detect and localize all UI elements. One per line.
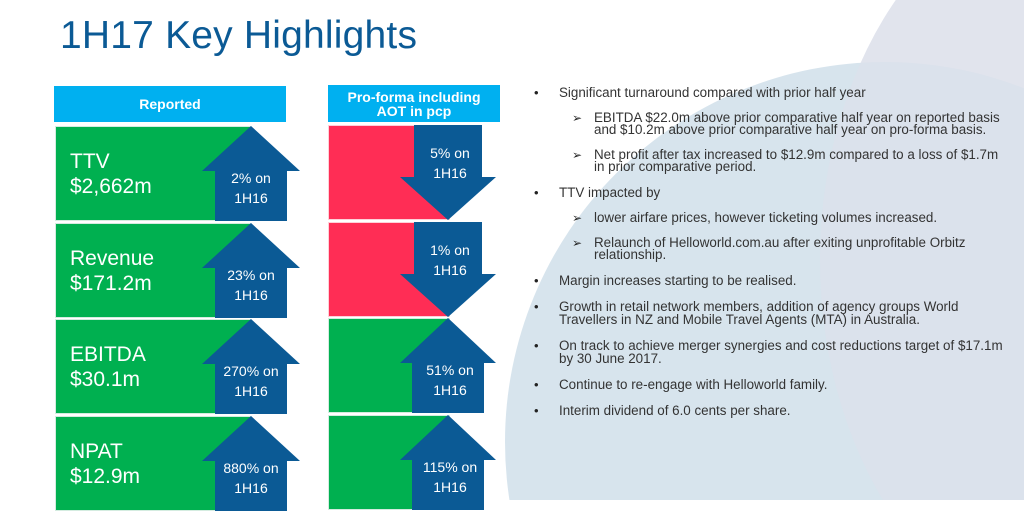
up-arrow-icon bbox=[202, 223, 300, 318]
change-text: 5% on 1H16 bbox=[402, 143, 498, 183]
bullet-text: Continue to re-engage with Helloworld fa… bbox=[559, 377, 828, 392]
change-arrow: 51% on 1H16 bbox=[400, 318, 496, 413]
bullet-item: • Significant turnaround compared with p… bbox=[530, 86, 1010, 99]
change-value: 1% on bbox=[430, 242, 470, 258]
change-period: 1H16 bbox=[234, 480, 268, 496]
up-arrow-icon bbox=[400, 415, 496, 510]
bullet-icon: • bbox=[534, 85, 539, 100]
metric-name: EBITDA bbox=[70, 343, 146, 366]
change-arrow: 2% on 1H16 bbox=[202, 126, 300, 221]
change-text: 1% on 1H16 bbox=[402, 240, 498, 280]
change-value: 51% on bbox=[426, 362, 474, 378]
highlights-list: • Significant turnaround compared with p… bbox=[530, 86, 1010, 430]
change-value: 2% on bbox=[231, 170, 271, 186]
page-title: 1H17 Key Highlights bbox=[60, 14, 418, 57]
change-period: 1H16 bbox=[234, 190, 268, 206]
metric-name: Revenue bbox=[70, 247, 155, 270]
sub-bullet-item: ➢ EBITDA $22.0m above prior comparative … bbox=[530, 110, 1010, 137]
sub-bullet-arrow-icon: ➢ bbox=[572, 211, 583, 225]
sub-bullet-arrow-icon: ➢ bbox=[572, 111, 583, 125]
sub-bullet-text: EBITDA $22.0m above prior comparative ha… bbox=[594, 110, 1000, 137]
bullet-text: Growth in retail network members, additi… bbox=[559, 299, 959, 327]
bullet-icon: • bbox=[534, 377, 539, 392]
bullet-text: Margin increases starting to be realised… bbox=[559, 273, 797, 288]
bullet-icon: • bbox=[534, 273, 539, 288]
metric-value: $30.1m bbox=[70, 368, 141, 391]
reported-header: Reported bbox=[54, 86, 286, 122]
bullet-text: TTV impacted by bbox=[559, 185, 661, 200]
change-period: 1H16 bbox=[433, 262, 467, 278]
metric-label: EBITDA $30.1m bbox=[70, 342, 146, 392]
sub-bullet-arrow-icon: ➢ bbox=[572, 148, 583, 162]
change-text: 880% on 1H16 bbox=[202, 458, 300, 498]
sub-bullet-text: Relaunch of Helloworld.com.au after exit… bbox=[594, 235, 966, 262]
metric-name: NPAT bbox=[70, 440, 123, 463]
bullet-item: • Margin increases starting to be realis… bbox=[530, 274, 1010, 287]
up-arrow-icon bbox=[202, 416, 300, 511]
up-arrow-icon bbox=[202, 126, 300, 221]
change-period: 1H16 bbox=[234, 383, 268, 399]
sub-bullet-item: ➢ Net profit after tax increased to $12.… bbox=[530, 147, 1010, 174]
change-period: 1H16 bbox=[433, 382, 467, 398]
proforma-header-label: Pro-forma including AOT in pcp bbox=[347, 88, 481, 119]
change-arrow: 880% on 1H16 bbox=[202, 416, 300, 511]
metric-value: $12.9m bbox=[70, 465, 141, 488]
background-circle-overlay bbox=[820, 0, 1024, 500]
bullet-item: • Growth in retail network members, addi… bbox=[530, 300, 1010, 326]
change-period: 1H16 bbox=[433, 479, 467, 495]
change-value: 880% on bbox=[223, 460, 279, 476]
proforma-header: Pro-forma including AOT in pcp bbox=[328, 85, 500, 122]
bullet-text: Interim dividend of 6.0 cents per share. bbox=[559, 403, 791, 418]
sub-bullet-text: lower airfare prices, however ticketing … bbox=[594, 210, 938, 225]
bullet-item: • On track to achieve merger synergies a… bbox=[530, 339, 1010, 365]
bullet-item: • Continue to re-engage with Helloworld … bbox=[530, 378, 1010, 391]
change-period: 1H16 bbox=[433, 165, 467, 181]
change-arrow: 1% on 1H16 bbox=[400, 222, 496, 317]
change-value: 115% on bbox=[422, 459, 478, 475]
metric-value: $2,662m bbox=[70, 175, 152, 198]
sub-bullet-item: ➢ lower airfare prices, however ticketin… bbox=[530, 210, 1010, 225]
change-text: 270% on 1H16 bbox=[202, 361, 300, 401]
change-text: 23% on 1H16 bbox=[202, 265, 300, 305]
bullet-item: • Interim dividend of 6.0 cents per shar… bbox=[530, 404, 1010, 417]
change-text: 51% on 1H16 bbox=[402, 360, 498, 400]
change-arrow: 270% on 1H16 bbox=[202, 319, 300, 414]
bullet-icon: • bbox=[534, 299, 539, 314]
bullet-icon: • bbox=[534, 185, 539, 200]
bullet-icon: • bbox=[534, 403, 539, 418]
bullet-text: Significant turnaround compared with pri… bbox=[559, 85, 866, 100]
change-text: 115% on 1H16 bbox=[402, 457, 498, 497]
change-period: 1H16 bbox=[234, 287, 268, 303]
down-arrow-icon bbox=[400, 222, 496, 317]
metric-label: NPAT $12.9m bbox=[70, 439, 140, 489]
change-arrow: 5% on 1H16 bbox=[400, 125, 496, 220]
up-arrow-icon bbox=[202, 319, 300, 414]
sub-bullet-arrow-icon: ➢ bbox=[572, 236, 583, 250]
bullet-icon: • bbox=[534, 338, 539, 353]
change-value: 23% on bbox=[227, 267, 275, 283]
bullet-item: • TTV impacted by bbox=[530, 186, 1010, 199]
metric-name: TTV bbox=[70, 150, 110, 173]
metric-value: $171.2m bbox=[70, 272, 152, 295]
down-arrow-icon bbox=[400, 125, 496, 220]
change-arrow: 23% on 1H16 bbox=[202, 223, 300, 318]
sub-bullet-text: Net profit after tax increased to $12.9m… bbox=[594, 147, 999, 174]
change-value: 270% on bbox=[223, 363, 279, 379]
change-value: 5% on bbox=[430, 145, 470, 161]
bullet-text: On track to achieve merger synergies and… bbox=[559, 338, 1003, 366]
metric-label: Revenue $171.2m bbox=[70, 246, 154, 296]
sub-bullet-item: ➢ Relaunch of Helloworld.com.au after ex… bbox=[530, 235, 1010, 262]
up-arrow-icon bbox=[400, 318, 496, 413]
metric-label: TTV $2,662m bbox=[70, 149, 152, 199]
change-arrow: 115% on 1H16 bbox=[400, 415, 496, 510]
change-text: 2% on 1H16 bbox=[202, 168, 300, 208]
